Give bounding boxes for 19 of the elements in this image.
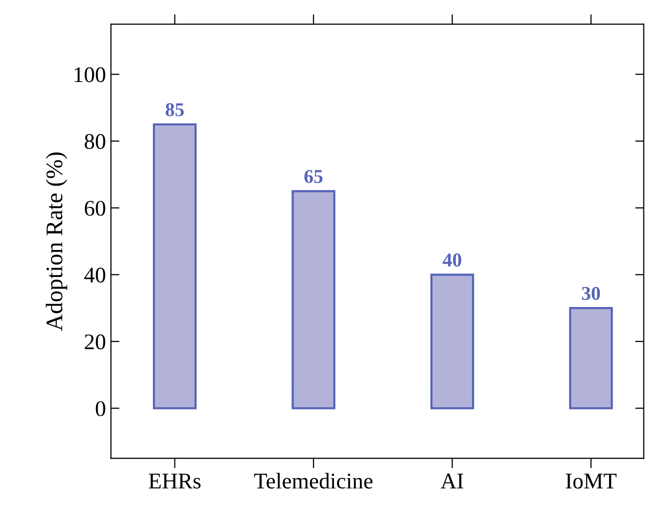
y-tick-label: 0 — [96, 401, 106, 416]
y-axis-title: Adoption Rate (%) — [46, 152, 68, 331]
x-tick-label: Telemedicine — [254, 472, 372, 489]
x-tick-label: IoMT — [566, 474, 617, 489]
data-label: 65 — [304, 170, 323, 184]
bar — [569, 307, 613, 410]
data-label: 85 — [166, 103, 184, 116]
y-tick-label: 20 — [84, 334, 106, 350]
y-tick-label: 40 — [84, 268, 106, 283]
y-tick-label: 100 — [74, 67, 106, 82]
bar — [430, 274, 474, 410]
x-tick-label: AI — [440, 474, 464, 488]
x-tick-label: EHRs — [148, 474, 201, 489]
y-tick-label: 80 — [84, 134, 106, 150]
y-tick-label: 60 — [84, 200, 106, 216]
bar — [152, 123, 197, 410]
data-label: 30 — [582, 286, 600, 300]
data-label: 40 — [442, 253, 462, 267]
bar — [292, 190, 336, 410]
